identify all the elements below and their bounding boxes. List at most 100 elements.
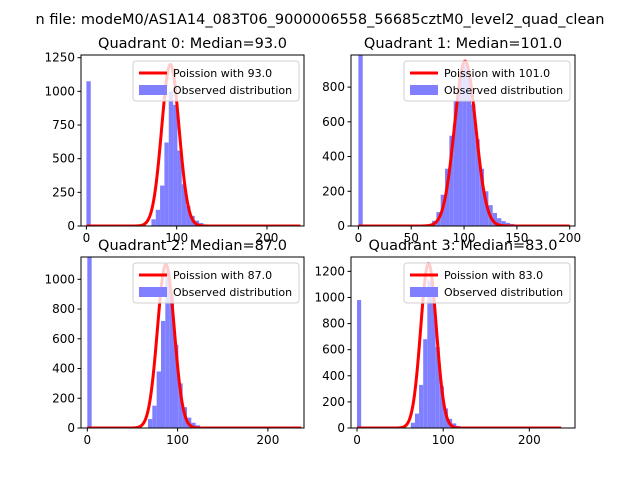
legend-patch-swatch [139, 287, 167, 297]
legend-box [403, 262, 571, 304]
histogram-bar [479, 168, 485, 226]
legend: Poission with 83.0 Observed distribution [403, 262, 571, 304]
histogram-bar [492, 212, 498, 226]
subplot-title: Quadrant 0: Median=93.0 [98, 36, 287, 52]
histogram-bar [186, 205, 191, 226]
y-tick-label: 200 [52, 391, 75, 405]
x-tick-label: 50 [404, 231, 419, 245]
histogram-bar [152, 405, 157, 428]
histogram-bar [165, 271, 170, 428]
y-tick-label: 1000 [314, 290, 345, 304]
y-tick-label: 400 [322, 150, 345, 164]
y-tick-label: 800 [52, 302, 75, 316]
subplot-title: Quadrant 2: Median=87.0 [98, 238, 287, 254]
histogram-bar [160, 320, 166, 428]
histogram-bar [466, 76, 472, 226]
histogram-bar [471, 104, 476, 226]
y-tick-label: 1000 [44, 84, 75, 98]
histogram-bar [435, 347, 440, 428]
histogram-bar [501, 221, 506, 226]
histogram-bar [439, 386, 444, 428]
histogram-bar [191, 422, 196, 428]
legend-label: Poission with 87.0 [173, 269, 272, 282]
histogram-bar [475, 139, 480, 226]
histogram-bar [505, 222, 511, 226]
x-tick-label: 100 [432, 433, 455, 447]
histogram-bar [358, 55, 363, 226]
histogram-bar [497, 218, 502, 226]
histogram-bar [431, 296, 436, 428]
y-tick-label: 400 [52, 362, 75, 376]
poisson-line [85, 62, 302, 226]
histogram-bar [173, 344, 179, 428]
x-tick-label: 200 [518, 433, 541, 447]
subplot-quadrant-3: 0 100 200 0 200 400 600 800 1000 1200 Poission wit… [314, 238, 576, 447]
legend-box [132, 60, 300, 102]
legend-label: Observed distribution [444, 286, 563, 299]
y-tick-label: 0 [67, 219, 75, 233]
histogram-bar [423, 339, 428, 428]
subplot-title: Quadrant 1: Median=101.0 [364, 36, 562, 52]
x-tick-label: 100 [165, 231, 188, 245]
y-tick-label: 0 [337, 421, 345, 435]
legend-label: Observed distribution [444, 84, 563, 97]
histogram-bar [151, 219, 156, 226]
histogram-bar [177, 150, 182, 226]
histogram-bar [87, 257, 92, 428]
x-tick-label: 200 [256, 231, 279, 245]
legend-label: Poission with 101.0 [444, 67, 550, 80]
x-tick-label: 0 [355, 231, 363, 245]
legend-label: Observed distribution [173, 286, 292, 299]
x-tick-label: 100 [166, 433, 189, 447]
subplot-title: Quadrant 3: Median=83.0 [369, 238, 558, 254]
poisson-line [86, 262, 303, 428]
subplot-quadrant-0: 0 100 200 0 250 500 750 1000 1250 Poission with 9… [44, 36, 305, 245]
histogram-bar [453, 101, 459, 226]
legend-label: Poission with 93.0 [173, 67, 272, 80]
histogram-bar [181, 184, 187, 226]
histogram-bar [414, 413, 420, 428]
histogram-bar [155, 209, 161, 226]
y-tick-label: 0 [337, 219, 345, 233]
figure-suptitle: n file: modeM0/AS1A14_083T06_9000006558_… [36, 12, 605, 28]
legend-box [403, 60, 571, 102]
y-tick-label: 600 [52, 332, 75, 346]
histogram-bar [419, 384, 424, 428]
y-tick-label: 1250 [44, 51, 75, 65]
histogram-bar [178, 383, 183, 428]
x-tick-label: 0 [83, 433, 91, 447]
y-tick-label: 800 [322, 80, 345, 94]
x-tick-label: 0 [83, 231, 91, 245]
y-tick-label: 750 [52, 118, 75, 132]
axes-frame [80, 54, 305, 227]
x-tick-label: 0 [353, 433, 361, 447]
legend-patch-swatch [410, 85, 438, 95]
y-tick-label: 500 [52, 152, 75, 166]
legend-box [132, 262, 300, 304]
legend-patch-swatch [139, 85, 167, 95]
histogram-bar [173, 104, 178, 226]
legend-patch-swatch [410, 287, 438, 297]
y-tick-label: 600 [322, 343, 345, 357]
histogram-bar [458, 74, 463, 226]
y-tick-label: 250 [52, 185, 75, 199]
y-tick-label: 1000 [44, 272, 75, 286]
x-tick-label: 100 [453, 231, 476, 245]
y-tick-label: 200 [322, 395, 345, 409]
histogram-bar [445, 168, 450, 226]
legend-label: Poission with 83.0 [444, 269, 543, 282]
histogram-bar [410, 422, 415, 428]
histogram-bar [462, 64, 467, 226]
axes-frame [350, 256, 576, 429]
histogram-bar [357, 300, 362, 428]
histogram-bar [164, 142, 169, 226]
histogram-bar [86, 81, 91, 226]
subplot-quadrant-2: 0 100 200 0 200 400 600 800 1000 Poission with 87… [44, 238, 305, 447]
histogram-bar [160, 185, 165, 226]
y-tick-label: 0 [67, 421, 75, 435]
y-tick-label: 1200 [314, 264, 345, 278]
plot-area [86, 257, 303, 428]
histogram-bar [427, 280, 432, 428]
